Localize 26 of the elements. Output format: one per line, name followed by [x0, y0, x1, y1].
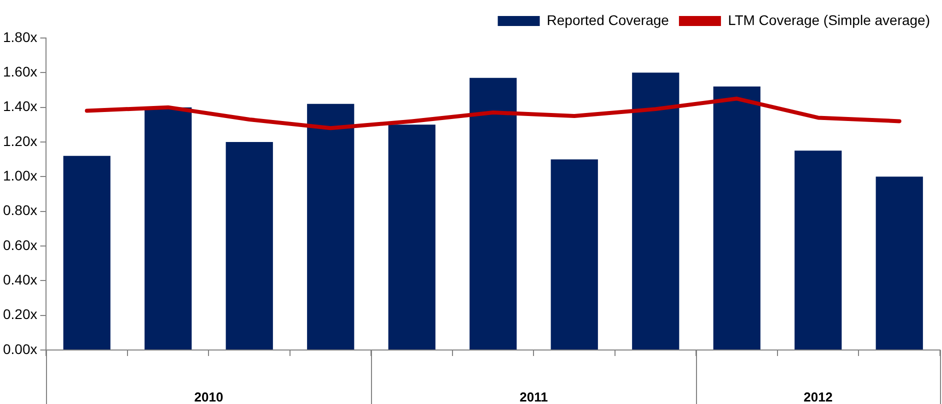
y-tick-label: 0.20x: [3, 306, 38, 322]
y-tick-label: 0.60x: [3, 236, 38, 253]
y-tick-label: 1.20x: [3, 132, 38, 149]
bar: [876, 176, 923, 350]
y-tick-label: 0.80x: [3, 202, 38, 218]
y-tick-label: 0.40x: [3, 272, 38, 288]
bar: [144, 107, 192, 350]
y-tick-label: 1.80x: [3, 28, 38, 45]
y-tick-label: 1.40x: [3, 98, 38, 114]
bar: [307, 104, 354, 350]
y-tick-label: 1.00x: [3, 168, 38, 184]
y-tick-label: 0.00x: [3, 340, 38, 357]
y-tick-label: 1.60x: [3, 64, 38, 80]
bar: [632, 72, 680, 350]
bar: [550, 159, 598, 350]
text: 2010: [194, 390, 224, 404]
text: 2012: [804, 390, 833, 404]
legend-label: LTM Coverage (Simple average): [728, 12, 930, 28]
bar: [63, 156, 110, 350]
bar: [794, 150, 842, 350]
text: 2011: [520, 390, 548, 404]
bar: [388, 124, 436, 350]
bar: [226, 142, 273, 350]
legend-label: Reported Coverage: [546, 12, 670, 28]
bar: [470, 78, 517, 350]
bar: [713, 86, 760, 350]
